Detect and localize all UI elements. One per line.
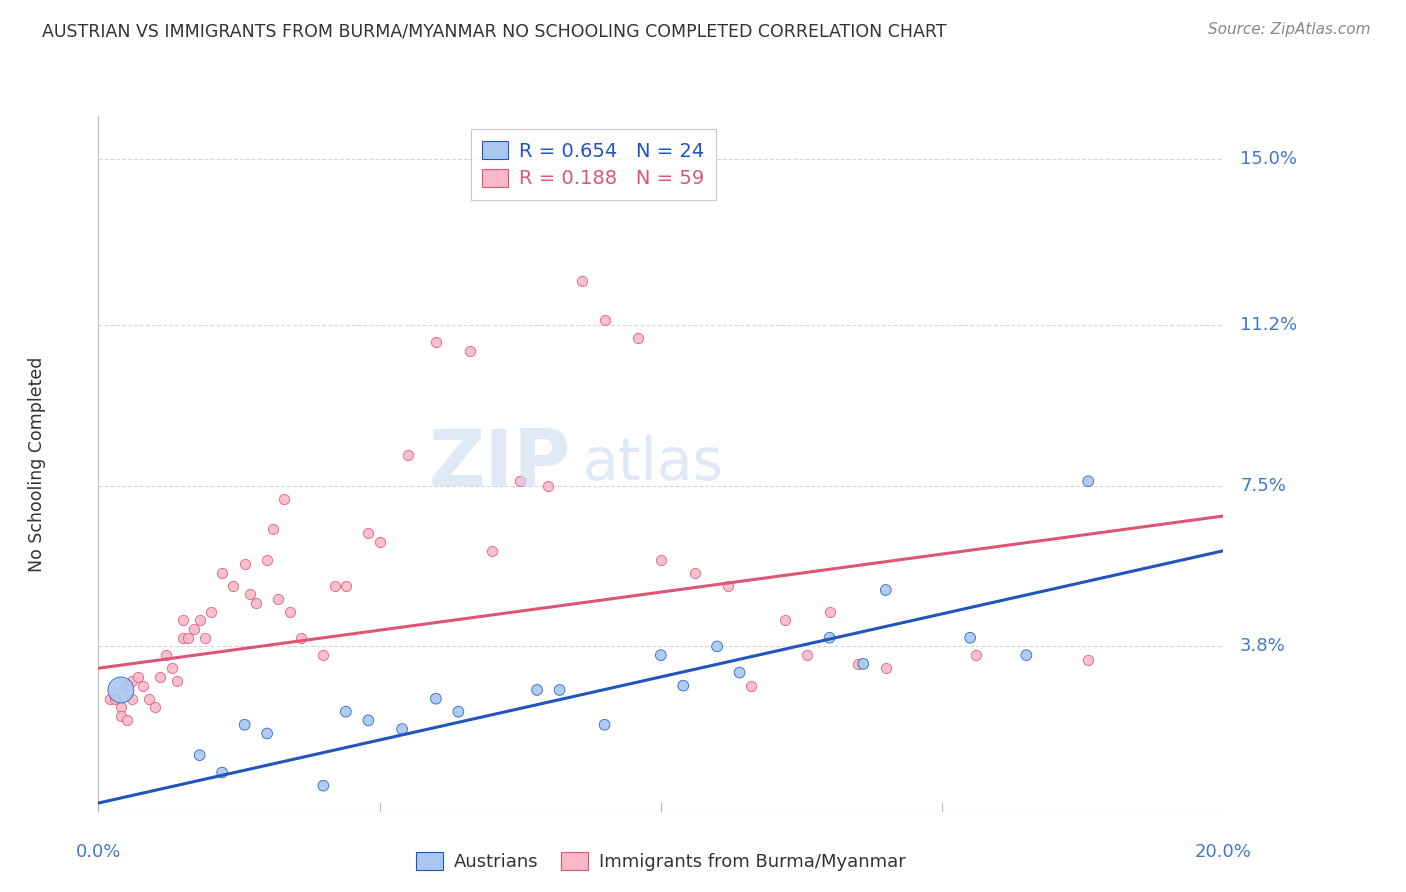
Point	[183, 622, 205, 636]
Text: 7.5%: 7.5%	[1240, 476, 1286, 494]
Point	[335, 705, 357, 719]
Point	[211, 765, 233, 780]
Point	[121, 674, 143, 689]
Point	[172, 631, 194, 645]
Point	[537, 478, 560, 492]
Point	[391, 722, 413, 736]
Point	[262, 522, 284, 536]
Point	[846, 657, 869, 671]
Point	[188, 614, 211, 628]
Point	[267, 591, 290, 606]
Point	[256, 552, 278, 566]
Point	[98, 691, 121, 706]
Text: 11.2%: 11.2%	[1240, 316, 1298, 334]
Point	[115, 714, 138, 728]
Point	[155, 648, 177, 662]
Point	[368, 535, 391, 549]
Point	[290, 631, 312, 645]
Point	[278, 605, 301, 619]
Point	[104, 691, 127, 706]
Point	[177, 631, 200, 645]
Point	[110, 700, 132, 714]
Point	[160, 661, 183, 675]
Point	[965, 648, 987, 662]
Point	[335, 579, 357, 593]
Point	[526, 683, 548, 698]
Point	[959, 631, 981, 645]
Point	[796, 648, 818, 662]
Point	[875, 661, 897, 675]
Point	[740, 679, 762, 693]
Point	[1015, 648, 1038, 662]
Point	[773, 614, 796, 628]
Point	[672, 679, 695, 693]
Point	[818, 631, 841, 645]
Point	[312, 779, 335, 793]
Point	[706, 640, 728, 654]
Text: ZIP: ZIP	[429, 425, 571, 502]
Point	[256, 726, 278, 740]
Point	[396, 448, 419, 462]
Point	[1077, 475, 1099, 489]
Point	[110, 683, 132, 698]
Point	[717, 579, 740, 593]
Point	[222, 579, 245, 593]
Point	[1077, 652, 1099, 666]
Point	[188, 748, 211, 763]
Point	[245, 596, 267, 610]
Text: 0.0%: 0.0%	[76, 843, 121, 861]
Point	[115, 679, 138, 693]
Text: 15.0%: 15.0%	[1240, 151, 1298, 169]
Point	[571, 274, 593, 288]
Point	[138, 691, 160, 706]
Point	[593, 717, 616, 731]
Point	[149, 670, 172, 684]
Point	[194, 631, 217, 645]
Point	[425, 334, 447, 349]
Text: 3.8%: 3.8%	[1240, 638, 1286, 656]
Point	[728, 665, 751, 680]
Point	[323, 579, 346, 593]
Point	[458, 343, 481, 358]
Point	[357, 714, 380, 728]
Point	[650, 648, 672, 662]
Legend: R = 0.654   N = 24, R = 0.188   N = 59: R = 0.654 N = 24, R = 0.188 N = 59	[471, 129, 716, 200]
Point	[650, 552, 672, 566]
Text: Source: ZipAtlas.com: Source: ZipAtlas.com	[1208, 22, 1371, 37]
Point	[143, 700, 166, 714]
Point	[425, 691, 447, 706]
Legend: Austrians, Immigrants from Burma/Myanmar: Austrians, Immigrants from Burma/Myanmar	[409, 846, 912, 879]
Point	[593, 313, 616, 327]
Point	[273, 491, 295, 506]
Point	[132, 679, 155, 693]
Point	[875, 582, 897, 597]
Point	[172, 614, 194, 628]
Point	[357, 526, 380, 541]
Point	[683, 566, 706, 580]
Point	[852, 657, 875, 671]
Point	[200, 605, 222, 619]
Point	[627, 331, 650, 345]
Point	[239, 587, 262, 601]
Point	[481, 544, 503, 558]
Point	[233, 557, 256, 571]
Text: atlas: atlas	[582, 435, 723, 492]
Text: AUSTRIAN VS IMMIGRANTS FROM BURMA/MYANMAR NO SCHOOLING COMPLETED CORRELATION CHA: AUSTRIAN VS IMMIGRANTS FROM BURMA/MYANMA…	[42, 22, 946, 40]
Point	[312, 648, 335, 662]
Point	[110, 709, 132, 723]
Point	[166, 674, 188, 689]
Point	[233, 717, 256, 731]
Point	[121, 691, 143, 706]
Point	[509, 475, 531, 489]
Point	[548, 683, 571, 698]
Text: No Schooling Completed: No Schooling Completed	[28, 356, 45, 572]
Point	[211, 566, 233, 580]
Point	[447, 705, 470, 719]
Text: 20.0%: 20.0%	[1195, 843, 1251, 861]
Point	[127, 670, 149, 684]
Point	[818, 605, 841, 619]
